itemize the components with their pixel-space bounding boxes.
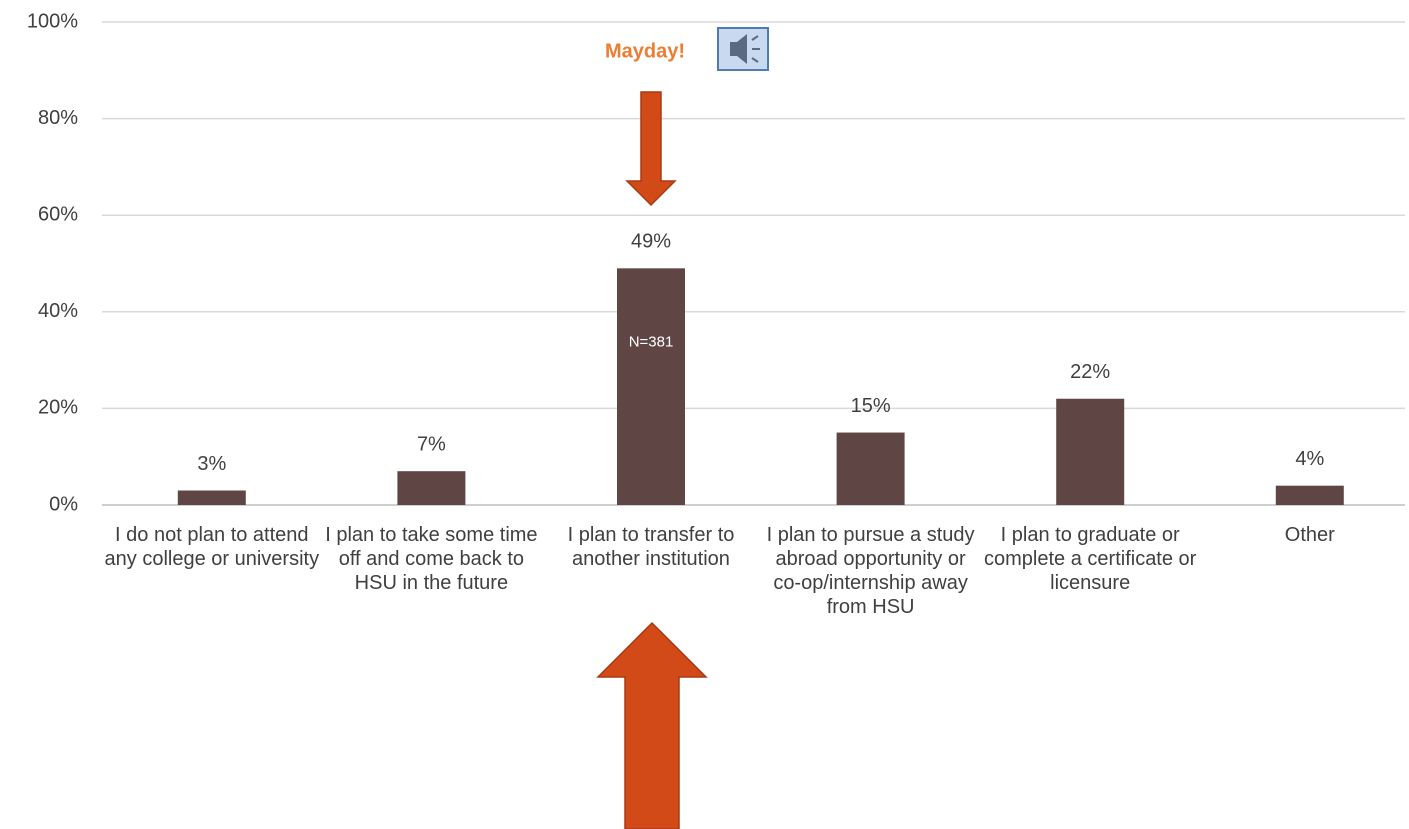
bar: [836, 432, 905, 505]
y-tick-label: 60%: [38, 203, 78, 225]
bar: [1056, 398, 1125, 505]
annotation: Mayday!: [605, 40, 685, 62]
x-tick-label: I plan to graduate or complete a certifi…: [984, 524, 1197, 594]
x-tick-label: I do not plan to attend any college or u…: [104, 524, 320, 570]
y-tick-label: 0%: [49, 493, 78, 515]
y-tick-label: 20%: [38, 397, 78, 419]
value-label: 49%: [631, 231, 671, 253]
bar: [397, 471, 466, 505]
y-tick-label: 80%: [38, 107, 78, 129]
annotation: N=381: [629, 333, 674, 350]
y-tick-label: 40%: [38, 300, 78, 322]
x-tick-label: I plan to transfer to another institutio…: [567, 524, 735, 570]
bar: [617, 268, 685, 505]
up-arrow: [596, 621, 708, 829]
x-tick-label: Other: [1284, 524, 1335, 546]
value-label: 3%: [197, 453, 226, 475]
down-arrow: [625, 91, 677, 207]
value-label: 15%: [851, 395, 891, 417]
bar: [177, 490, 246, 505]
value-label: 7%: [417, 433, 446, 455]
x-tick-label: I plan to take some time off and come ba…: [325, 524, 538, 594]
value-label: 4%: [1295, 448, 1324, 470]
value-label: 22%: [1070, 361, 1110, 383]
bar: [1275, 485, 1344, 505]
x-tick-label: I plan to pursue a study abroad opportun…: [766, 524, 975, 618]
speaker-icon: [717, 27, 769, 71]
y-tick-label: 100%: [27, 10, 78, 32]
